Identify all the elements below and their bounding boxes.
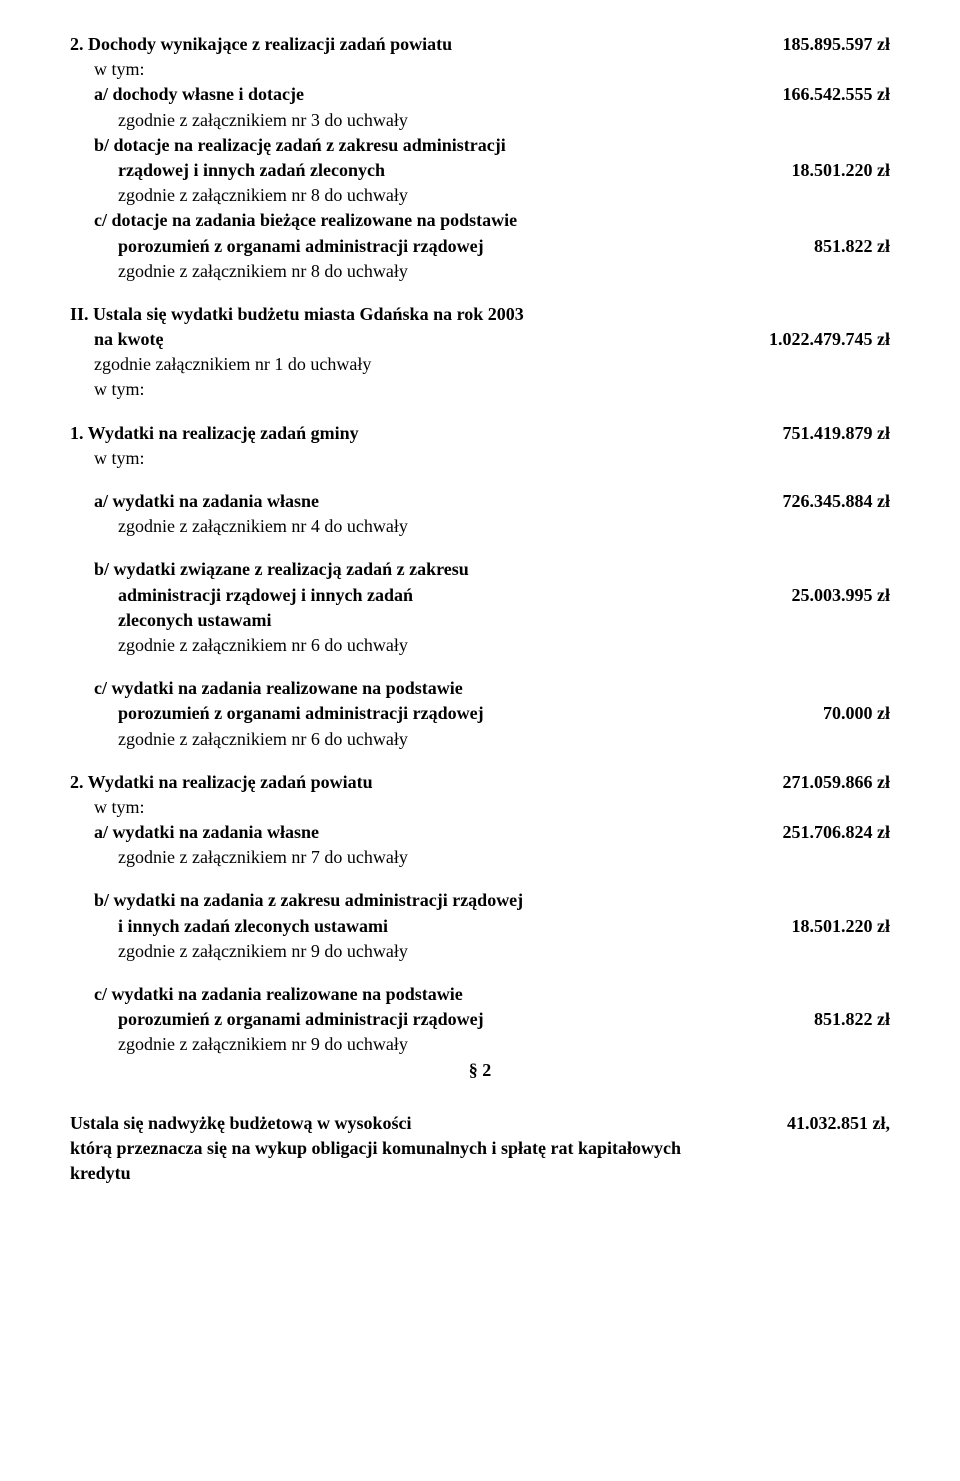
w1-c-label2: porozumień z organami administracji rząd… [70, 701, 750, 726]
s2-a-label: a/ dochody własne i dotacje [70, 82, 750, 107]
closing-line1-amount: 41.032.851 zł, [750, 1111, 890, 1136]
closing-line2: którą przeznacza się na wykup obligacji … [70, 1136, 890, 1161]
w2-c-label2: porozumień z organami administracji rząd… [70, 1007, 750, 1032]
section-II-wtym: w tym: [70, 377, 890, 402]
w2-a-label: a/ wydatki na zadania własne [70, 820, 750, 845]
section-2-wtym: w tym: [70, 57, 890, 82]
s2-c-amount: 851.822 zł [750, 234, 890, 259]
w1-b-label3: zleconych ustawami [70, 608, 890, 633]
s2-a-note: zgodnie z załącznikiem nr 3 do uchwały [70, 108, 890, 133]
w1-a-amount: 726.345.884 zł [750, 489, 890, 514]
section-II-title: II. Ustala się wydatki budżetu miasta Gd… [70, 302, 890, 327]
w2-c-amount: 851.822 zł [750, 1007, 890, 1032]
s2-a-amount: 166.542.555 zł [750, 82, 890, 107]
w2-amount: 271.059.866 zł [750, 770, 890, 795]
w1-a-label: a/ wydatki na zadania własne [70, 489, 750, 514]
s2-b-label1: b/ dotacje na realizację zadań z zakresu… [70, 133, 890, 158]
w1-b-label2: administracji rządowej i innych zadań [70, 583, 750, 608]
section-2-title: 2. Dochody wynikające z realizacji zadań… [70, 32, 750, 57]
w1-c-note: zgodnie z załącznikiem nr 6 do uchwały [70, 727, 890, 752]
s2-b-label2: rządowej i innych zadań zleconych [70, 158, 750, 183]
closing-line3: kredytu [70, 1161, 890, 1186]
w1-title: 1. Wydatki na realizację zadań gminy [70, 421, 750, 446]
w1-b-amount: 25.003.995 zł [750, 583, 890, 608]
section-II-nakwote: na kwotę [70, 327, 750, 352]
section-2-amount: 185.895.597 zł [750, 32, 890, 57]
s2-b-note: zgodnie z załącznikiem nr 8 do uchwały [70, 183, 890, 208]
w2-b-amount: 18.501.220 zł [750, 914, 890, 939]
w2-c-note: zgodnie z załącznikiem nr 9 do uchwały [70, 1032, 890, 1057]
w1-b-label1: b/ wydatki związane z realizacją zadań z… [70, 557, 890, 582]
w1-c-label1: c/ wydatki na zadania realizowane na pod… [70, 676, 890, 701]
paragraph-marker: § 2 [70, 1058, 890, 1083]
w2-b-note: zgodnie z załącznikiem nr 9 do uchwały [70, 939, 890, 964]
w2-c-label1: c/ wydatki na zadania realizowane na pod… [70, 982, 890, 1007]
s2-c-label2: porozumień z organami administracji rząd… [70, 234, 750, 259]
s2-c-label1: c/ dotacje na zadania bieżące realizowan… [70, 208, 890, 233]
w1-b-note: zgodnie z załącznikiem nr 6 do uchwały [70, 633, 890, 658]
w2-a-note: zgodnie z załącznikiem nr 7 do uchwały [70, 845, 890, 870]
w2-title: 2. Wydatki na realizację zadań powiatu [70, 770, 750, 795]
w1-amount: 751.419.879 zł [750, 421, 890, 446]
w2-b-label2: i innych zadań zleconych ustawami [70, 914, 750, 939]
w1-wtym: w tym: [70, 446, 890, 471]
w2-wtym: w tym: [70, 795, 890, 820]
s2-b-amount: 18.501.220 zł [750, 158, 890, 183]
w1-c-amount: 70.000 zł [750, 701, 890, 726]
s2-c-note: zgodnie z załącznikiem nr 8 do uchwały [70, 259, 890, 284]
closing-line1-left: Ustala się nadwyżkę budżetową w wysokośc… [70, 1111, 750, 1136]
section-II-note: zgodnie załącznikiem nr 1 do uchwały [70, 352, 890, 377]
w1-a-note: zgodnie z załącznikiem nr 4 do uchwały [70, 514, 890, 539]
w2-b-label1: b/ wydatki na zadania z zakresu administ… [70, 888, 890, 913]
w2-a-amount: 251.706.824 zł [750, 820, 890, 845]
section-II-amount: 1.022.479.745 zł [750, 327, 890, 352]
